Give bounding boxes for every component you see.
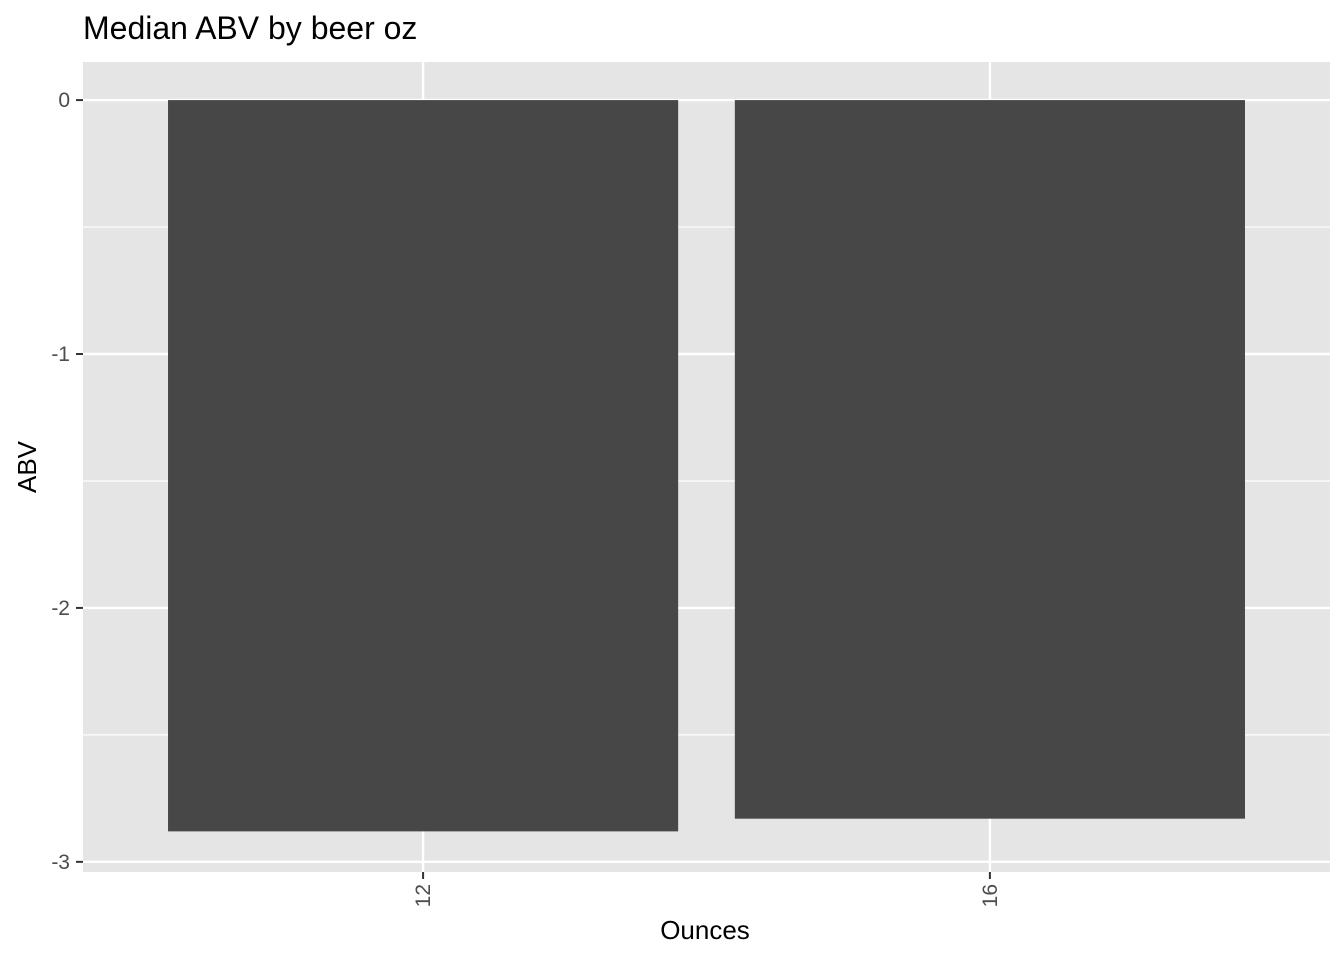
y-tick-label: 0: [58, 89, 70, 112]
y-axis: 0 -1 -2 -3: [51, 89, 83, 874]
bars: [168, 100, 1245, 832]
x-tick-label: 16: [979, 884, 1002, 907]
x-tick-label: 12: [412, 884, 435, 907]
chart-title: Median ABV by beer oz: [83, 10, 417, 46]
y-tick-label: -2: [51, 597, 70, 620]
y-tick-label: -1: [51, 343, 70, 366]
x-axis: 12 16: [412, 872, 1002, 907]
bar-12: [168, 100, 679, 832]
x-axis-title: Ounces: [660, 915, 750, 945]
bar-16: [734, 100, 1245, 819]
y-tick-label: -3: [51, 851, 70, 874]
y-axis-title: ABV: [12, 440, 42, 493]
